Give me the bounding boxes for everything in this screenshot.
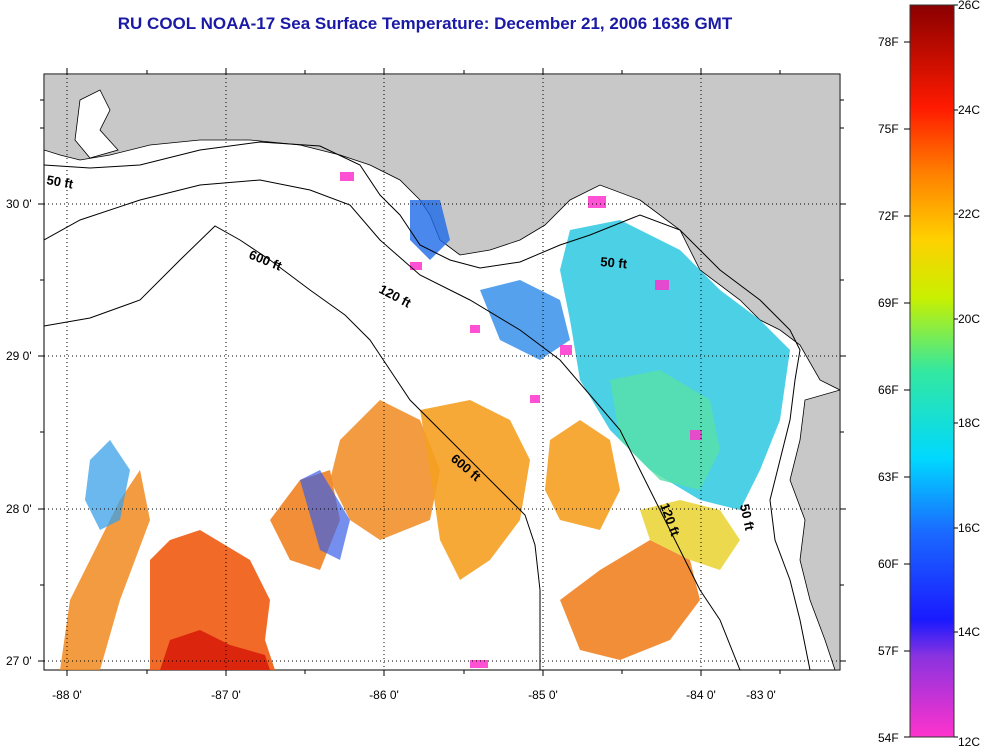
contour-50ft [44,141,811,670]
colorbar-c-label: 18C [958,416,981,430]
colorbar-f-label: 60F [878,557,899,571]
contour-label: 50 ft [737,503,757,533]
lon-label: -87 0' [211,688,241,702]
lon-label: -86 0' [369,688,399,702]
sst-warm-patch [330,400,440,540]
land-bay-notch [74,89,119,159]
colorbar-c-label: 14C [958,625,981,639]
lat-label: 30 0' [6,197,32,211]
sst-cold-patch [480,280,570,360]
colorbar-c-label: 26C [958,0,981,12]
colorbar-c-label: 22C [958,207,981,221]
colorbar-f-label: 69F [878,296,899,310]
sst-cold-patch [85,440,130,530]
lon-label: -83 0' [746,688,776,702]
sst-mild-patch [610,370,720,490]
sst-cold-patch [300,470,350,560]
colorbar-f-label: 78F [878,35,899,49]
colorbar-f-label: 57F [878,644,899,658]
sst-warm-patch [150,530,275,670]
sst-mild-patch [640,500,740,570]
colorbar [909,4,955,738]
chart-title: RU COOL NOAA-17 Sea Surface Temperature:… [117,14,733,33]
colorbar-f-label: 54F [878,731,899,745]
grid-lines [44,74,840,670]
lat-label: 28 0' [6,502,32,516]
contour-120ft [44,179,741,670]
lon-label: -84 0' [686,688,716,702]
colorbar-f-label: 66F [878,383,899,397]
colorbar-ticks [904,4,958,738]
contour-600ft [44,225,541,670]
frame-ticks [38,68,846,676]
colorbar-c-label: 24C [958,103,981,117]
sst-warm-patch [60,470,150,670]
lon-label: -88 0' [52,688,82,702]
lat-label: 29 0' [6,349,32,363]
colorbar-c-label: 16C [958,521,981,535]
contour-label: 50 ft [600,254,629,271]
colorbar-c-label: 12C [958,735,981,749]
sst-warm-patch [560,540,700,660]
sst-warm-patch [420,400,530,580]
colorbar-c-label: 20C [958,312,981,326]
sst-hot-patch [160,630,270,670]
lat-label: 27 0' [6,654,32,668]
land-southeast [789,389,840,670]
sst-warm-patch [545,420,620,530]
colorbar-f-label: 75F [878,122,899,136]
sst-speckles [340,172,702,668]
sst-cool-patch [560,220,790,510]
lon-label: -85 0' [528,688,558,702]
contour-label: 50 ft [45,172,75,192]
colorbar-f-label: 63F [878,470,899,484]
colorbar-f-label: 72F [878,209,899,223]
